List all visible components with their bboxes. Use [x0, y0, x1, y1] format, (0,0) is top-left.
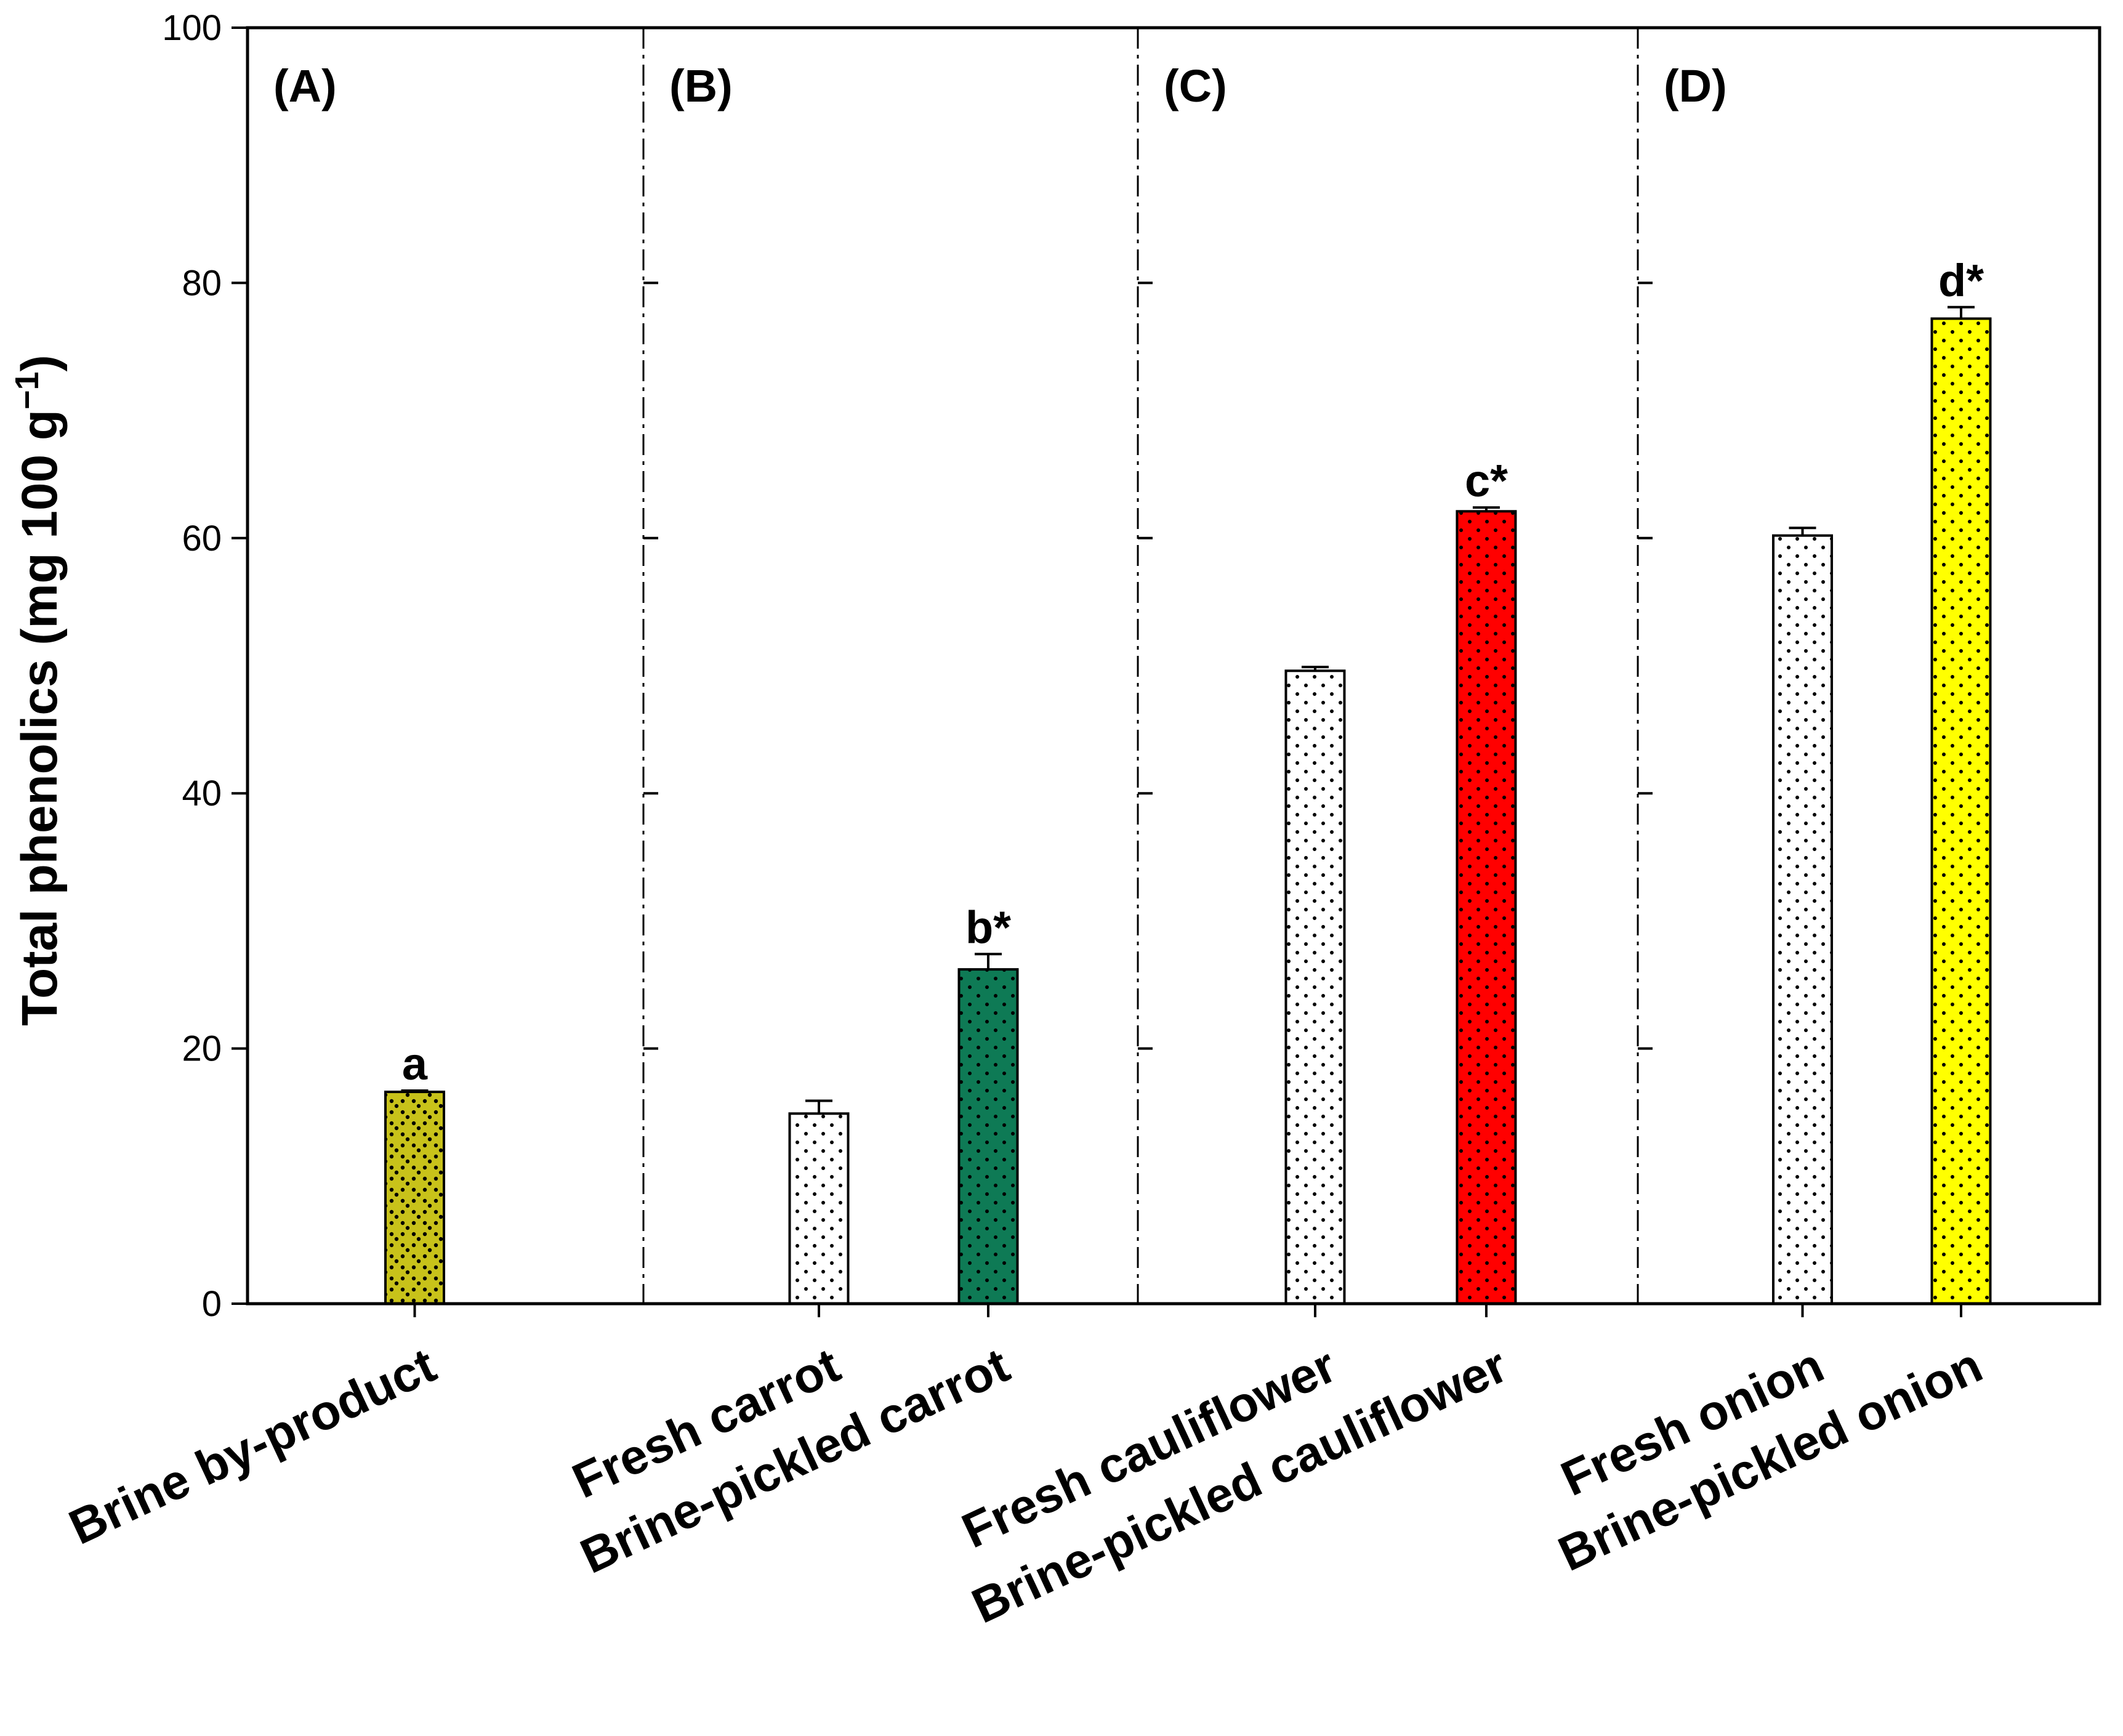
- sig-label-2-1: c*: [1465, 455, 1508, 506]
- y-tick-label-1: 20: [182, 1029, 222, 1069]
- plot-frame: [246, 26, 2101, 1306]
- y-axis-label: Total phenolics (mg 100 g−1): [9, 355, 68, 1026]
- bar-pattern-1-0: [788, 1112, 850, 1305]
- bars-layer: [384, 305, 1992, 1306]
- bar-pattern-2-0: [1284, 669, 1346, 1305]
- category-label-0-0: Brine by-product: [61, 1338, 444, 1555]
- y-tick-label-2: 40: [182, 773, 222, 813]
- panel-label-1: (B): [669, 60, 733, 111]
- sig-label-1-1: b*: [965, 902, 1011, 953]
- y-tick-label-0: 0: [202, 1284, 222, 1324]
- y-tick-label-4: 80: [182, 263, 222, 303]
- y-tick-label-5: 100: [162, 8, 222, 48]
- axes-layer: [232, 26, 2101, 1317]
- bar-pattern-2-1: [1456, 510, 1517, 1306]
- bar-pattern-1-1: [957, 968, 1019, 1305]
- bar-pattern-0-0: [384, 1091, 445, 1305]
- bar-pattern-3-0: [1772, 534, 1833, 1305]
- panel-label-2: (C): [1164, 60, 1227, 111]
- panel-label-0: (A): [273, 60, 337, 111]
- sig-label-3-1: d*: [1938, 255, 1984, 306]
- y-tick-label-3: 60: [182, 519, 222, 559]
- bar-pattern-3-1: [1930, 317, 1992, 1305]
- sig-label-0-0: a: [402, 1038, 428, 1089]
- panel-label-3: (D): [1664, 60, 1727, 111]
